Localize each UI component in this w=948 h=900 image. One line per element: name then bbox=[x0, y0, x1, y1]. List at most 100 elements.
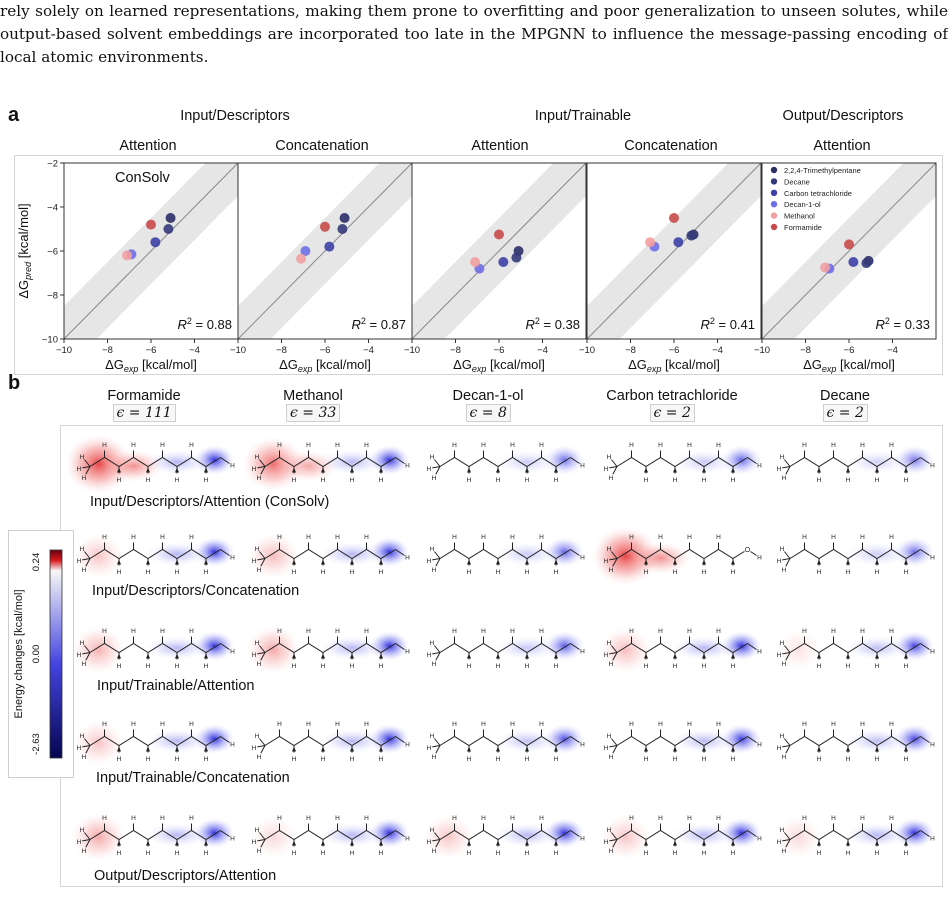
hydrogen-label: H bbox=[510, 534, 515, 541]
ch-bond bbox=[782, 745, 791, 748]
wedge-bond bbox=[525, 467, 529, 473]
hydrogen-label: H bbox=[432, 567, 437, 574]
hydrogen-label: H bbox=[889, 721, 894, 728]
hydrogen-label: H bbox=[607, 546, 612, 553]
wedge-bond bbox=[702, 653, 706, 659]
hydrogen-label: H bbox=[904, 569, 909, 576]
x-tick-label: −10 bbox=[56, 345, 72, 356]
ch-bond bbox=[257, 466, 266, 469]
carbon-chain bbox=[789, 735, 921, 747]
hydroxyl-hydrogen-label: H bbox=[757, 649, 762, 656]
hydrogen-label: H bbox=[731, 850, 736, 857]
hydrogen-label: H bbox=[467, 663, 472, 670]
hydrogen-label: H bbox=[292, 850, 297, 857]
wedge-bond bbox=[875, 653, 879, 659]
point-methanol bbox=[122, 250, 133, 261]
hydrogen-label: H bbox=[525, 756, 530, 763]
x-tick-label: −6 bbox=[494, 345, 505, 356]
hydrogen-label: H bbox=[252, 652, 257, 659]
ch-bond bbox=[434, 645, 441, 653]
hydrogen-label: H bbox=[782, 567, 787, 574]
wedge-bond bbox=[350, 467, 354, 473]
hydrogen-label: H bbox=[467, 756, 472, 763]
hydrogen-label: H bbox=[889, 815, 894, 822]
subtitle-attention-1: Attention bbox=[119, 138, 177, 154]
hydroxyl-hydrogen-label: H bbox=[405, 463, 410, 470]
hydrogen-label: H bbox=[146, 756, 151, 763]
subtitle-attention-2: Attention bbox=[471, 138, 529, 154]
blue-contribution-chain bbox=[320, 636, 384, 660]
wedge-bond bbox=[175, 840, 179, 846]
hydrogen-label: H bbox=[189, 721, 194, 728]
wedge-bond bbox=[496, 840, 500, 846]
hydrogen-label: H bbox=[204, 477, 209, 484]
solvent-name: Carbon tetrachloride bbox=[606, 388, 738, 404]
carbon-chain bbox=[89, 829, 221, 841]
y-tick-label: −8 bbox=[47, 291, 58, 302]
wedge-bond bbox=[117, 559, 121, 565]
oh-bond bbox=[920, 830, 930, 837]
ch-bond bbox=[784, 832, 791, 840]
hydrogen-label: H bbox=[817, 850, 822, 857]
ch-bond bbox=[260, 466, 266, 475]
r2-label: R2 = 0.41 bbox=[700, 316, 755, 332]
ch-bond bbox=[260, 839, 266, 848]
x-tick-label: −4 bbox=[887, 345, 898, 356]
x-tick-label: −4 bbox=[189, 345, 200, 356]
wedge-bond bbox=[875, 746, 879, 752]
ch-bond bbox=[432, 558, 441, 561]
hydrogen-label: H bbox=[379, 663, 384, 670]
hydrogen-label: H bbox=[452, 442, 457, 449]
hydrogen-label: H bbox=[379, 477, 384, 484]
colorbar-tick-label: 0.00 bbox=[31, 645, 42, 664]
wedge-bond bbox=[467, 746, 471, 752]
oh-bond bbox=[395, 549, 405, 556]
wedge-bond bbox=[702, 559, 706, 565]
point-2-2-4-trimethylpentane bbox=[165, 213, 176, 223]
wedge-bond bbox=[117, 746, 121, 752]
red-contribution bbox=[599, 814, 652, 860]
hydrogen-label: H bbox=[430, 454, 435, 461]
hydrogen-label: H bbox=[525, 477, 530, 484]
hydrogen-label: H bbox=[131, 628, 136, 635]
hydrogen-label: H bbox=[802, 815, 807, 822]
wedge-bond bbox=[321, 840, 325, 846]
hydrogen-label: H bbox=[379, 569, 384, 576]
hydrogen-label: H bbox=[658, 628, 663, 635]
hydroxyl-hydrogen-label: H bbox=[230, 836, 235, 843]
point-decane bbox=[511, 252, 522, 263]
wedge-bond bbox=[525, 559, 529, 565]
hydrogen-label: H bbox=[432, 475, 437, 482]
hydrogen-label: H bbox=[160, 815, 165, 822]
hydrogen-label: H bbox=[364, 815, 369, 822]
wedge-bond bbox=[350, 559, 354, 565]
colorbar-frame bbox=[8, 530, 74, 778]
hydrogen-label: H bbox=[131, 534, 136, 541]
wedge-bond bbox=[467, 840, 471, 846]
hydroxyl-hydrogen-label: H bbox=[580, 742, 585, 749]
hydrogen-label: H bbox=[817, 569, 822, 576]
hydrogen-label: H bbox=[702, 477, 707, 484]
hydrogen-label: H bbox=[604, 745, 609, 752]
ch-bond bbox=[257, 745, 266, 748]
hydrogen-label: H bbox=[189, 442, 194, 449]
wedge-bond bbox=[904, 840, 908, 846]
ch-bond bbox=[82, 558, 91, 561]
oh-bond bbox=[570, 643, 580, 650]
hydrogen-label: H bbox=[364, 721, 369, 728]
hydrogen-label: H bbox=[321, 850, 326, 857]
point-2-2-4-trimethylpentane bbox=[339, 213, 350, 223]
hydrogen-label: H bbox=[860, 442, 865, 449]
x-tick-label: −6 bbox=[844, 345, 855, 356]
wedge-bond bbox=[146, 840, 150, 846]
colorbar: Energy changes [kcal/mol] 0.24 0.00 -2.63 bbox=[13, 549, 63, 759]
hydroxyl-hydrogen-label: H bbox=[230, 742, 235, 749]
x-tick-label: −8 bbox=[800, 345, 811, 356]
hydrogen-label: H bbox=[481, 721, 486, 728]
uncertainty-band bbox=[587, 163, 761, 339]
x-tick-label: −10 bbox=[404, 345, 420, 356]
ch-bond bbox=[259, 645, 266, 653]
row-label: Input/Trainable/Attention bbox=[95, 678, 257, 694]
